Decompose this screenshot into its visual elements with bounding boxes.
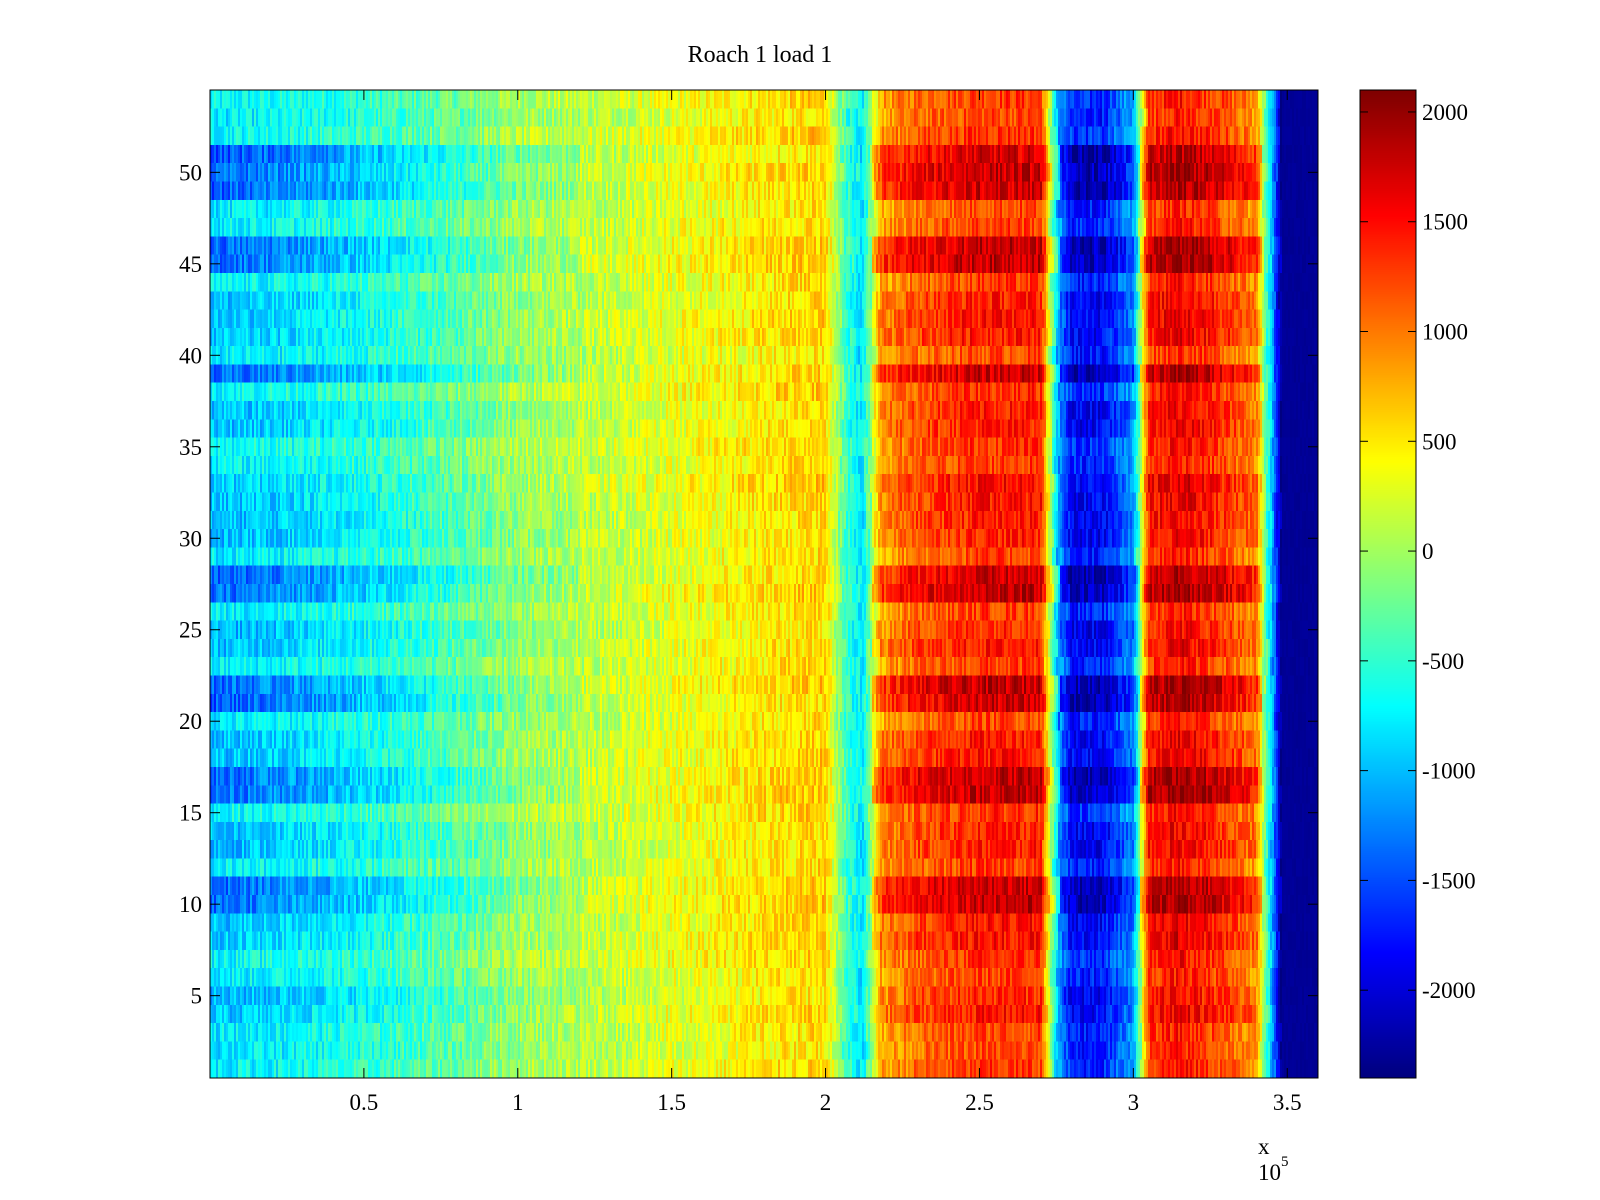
colorbar-tick-label: 500 [1422, 429, 1457, 454]
x-tick-label: 3 [1128, 1090, 1140, 1115]
x-axis-multiplier: x 105 [1258, 1134, 1289, 1186]
x-axis-multiplier-exponent: 5 [1281, 1154, 1289, 1170]
y-tick-label: 10 [179, 892, 202, 917]
y-tick-label: 20 [179, 709, 202, 734]
colorbar-tick-label: 1000 [1422, 320, 1468, 345]
plot-frame [209, 89, 1319, 1079]
y-tick-label: 40 [179, 343, 202, 368]
colorbar-tick-label: -500 [1422, 649, 1464, 674]
y-tick-label: 30 [179, 526, 202, 551]
chart-title: Roach 1 load 1 [687, 42, 833, 68]
colorbar-tick-label: -1500 [1422, 868, 1476, 893]
x-tick-label: 3.5 [1273, 1090, 1302, 1115]
x-tick-label: 0.5 [350, 1090, 379, 1115]
y-tick-label: 45 [179, 252, 202, 277]
y-tick-label: 50 [179, 160, 202, 185]
colorbar-frame [1359, 89, 1417, 1079]
x-tick-label: 2.5 [965, 1090, 994, 1115]
colorbar-tick-label: -1000 [1422, 759, 1476, 784]
x-tick-label: 1 [512, 1090, 524, 1115]
colorbar-tick-label: 0 [1422, 539, 1434, 564]
colorbar-tick-label: 1500 [1422, 210, 1468, 235]
x-axis-multiplier-base: x 10 [1258, 1134, 1281, 1185]
colorbar-tick-label: 2000 [1422, 100, 1468, 125]
y-tick-label: 15 [179, 801, 202, 826]
x-tick-label: 1.5 [657, 1090, 686, 1115]
y-tick-label: 25 [179, 618, 202, 643]
y-tick-label: 5 [191, 984, 203, 1009]
heatmap-image [210, 90, 1318, 1078]
y-tick-label: 35 [179, 435, 202, 460]
colorbar-tick-label: -2000 [1422, 978, 1476, 1003]
colorbar-gradient [1360, 90, 1416, 1078]
x-tick-label: 2 [820, 1090, 832, 1115]
